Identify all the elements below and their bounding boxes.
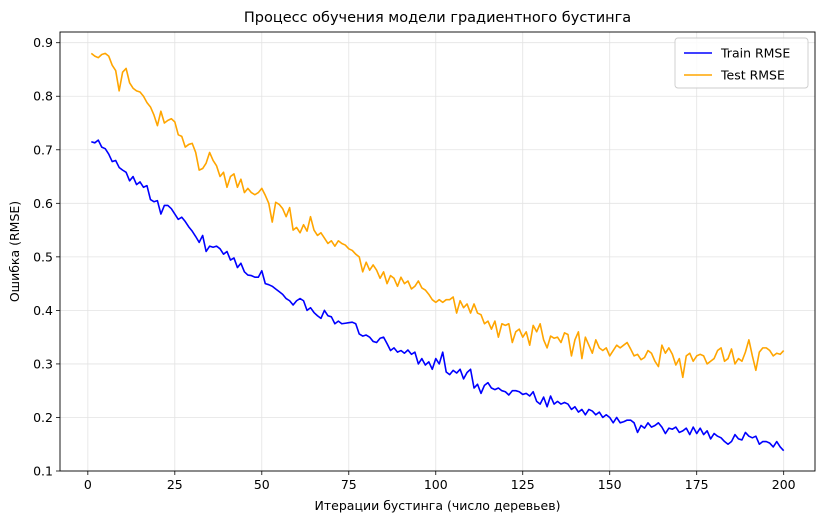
y-tick-label: 0.9 xyxy=(33,35,53,50)
series-line-train xyxy=(91,139,785,452)
x-tick-label: 125 xyxy=(511,477,535,492)
x-tick-label: 75 xyxy=(341,477,357,492)
series-layer xyxy=(90,52,785,452)
y-tick-label: 0.8 xyxy=(33,89,53,104)
legend: Train RMSE Test RMSE xyxy=(674,37,809,89)
y-tick-label: 0.2 xyxy=(33,410,53,425)
x-tick-label: 0 xyxy=(84,477,92,492)
legend-label-train: Train RMSE xyxy=(720,46,790,61)
ticks: 0 25 50 75 100 125 150 175 200 0.1 0.2 0.3 0.4 0.5 0.6… xyxy=(33,35,796,492)
series-line-test xyxy=(90,52,785,379)
x-tick-label: 100 xyxy=(424,477,448,492)
x-tick-label: 50 xyxy=(254,477,270,492)
x-axis-label: Итерации бустинга (число деревьев) xyxy=(315,498,561,513)
x-tick-label: 200 xyxy=(772,477,796,492)
plot-frame xyxy=(59,31,816,472)
y-tick-label: 0.4 xyxy=(33,303,53,318)
y-tick-label: 0.1 xyxy=(33,464,53,479)
y-tick-label: 0.7 xyxy=(33,142,53,157)
y-axis-label: Ошибка (RMSE) xyxy=(7,201,22,302)
x-tick-label: 175 xyxy=(685,477,709,492)
legend-label-test: Test RMSE xyxy=(720,68,785,83)
y-tick-label: 0.3 xyxy=(33,356,53,371)
y-tick-label: 0.5 xyxy=(33,249,53,264)
y-tick-label: 0.6 xyxy=(33,196,53,211)
x-tick-label: 25 xyxy=(167,477,183,492)
grid xyxy=(60,32,815,472)
chart-title: Процесс обучения модели градиентного бус… xyxy=(244,10,631,26)
x-tick-label: 150 xyxy=(598,477,622,492)
